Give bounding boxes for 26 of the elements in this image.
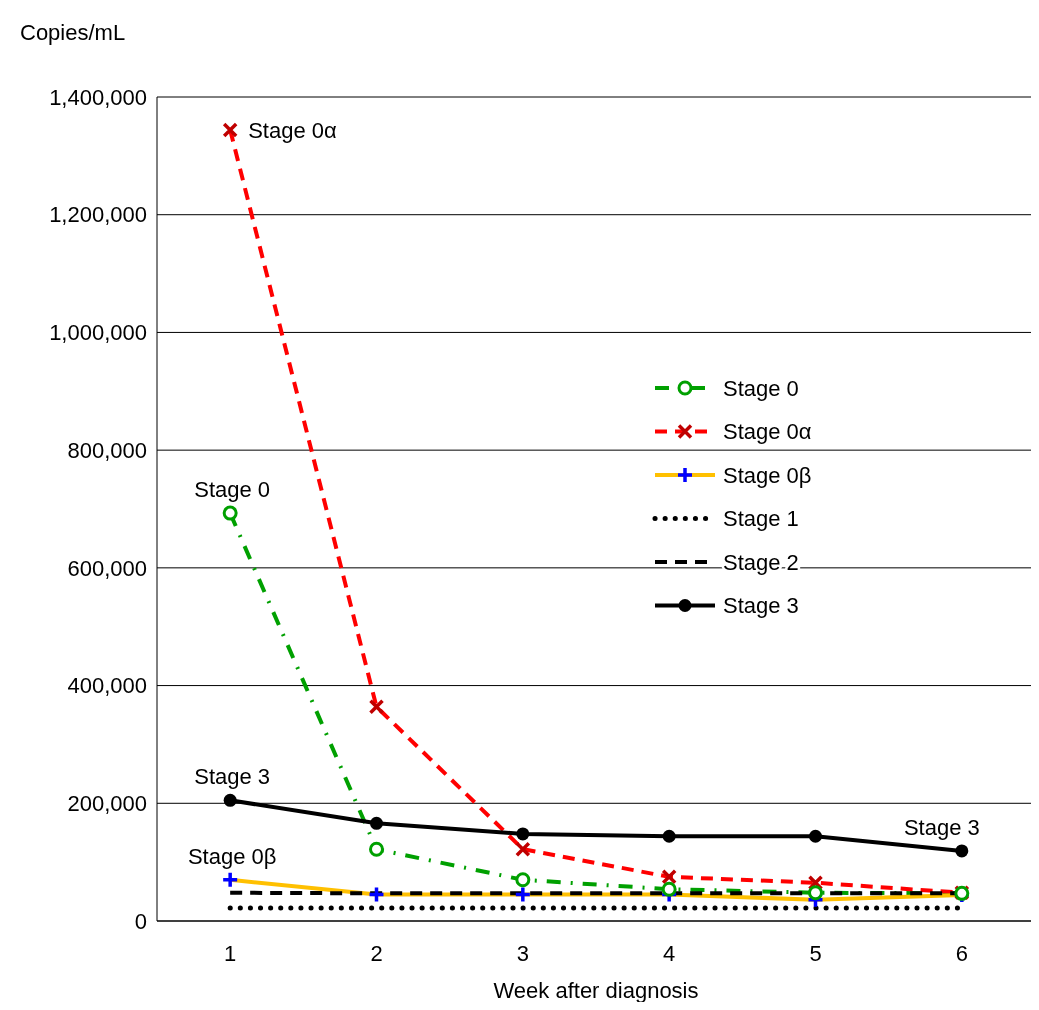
x-tick-label: 6 — [955, 941, 968, 966]
y-tick-label: 600,000 — [67, 555, 147, 581]
y-tick-label: 1,000,000 — [49, 320, 147, 346]
x-axis-title: Week after diagnosis — [493, 978, 699, 1003]
x-tick-label: 4 — [663, 941, 676, 966]
x-tick-label: 3 — [516, 941, 529, 966]
annotation: Stage 0 — [194, 477, 271, 503]
annotation: Stage 3 — [194, 764, 271, 790]
y-tick-label: 1,400,000 — [49, 84, 147, 110]
y-tick-label: 800,000 — [67, 437, 147, 463]
legend-label: Stage 0α — [723, 419, 812, 445]
x-tick-label: 2 — [370, 941, 383, 966]
x-tick-label: 5 — [809, 941, 822, 966]
y-tick-label: 1,200,000 — [49, 202, 147, 228]
y-tick-label: 200,000 — [67, 790, 147, 816]
y-tick-label: 400,000 — [67, 673, 147, 699]
legend-label: Stage 0β — [723, 462, 812, 488]
annotation: Stage 0α — [248, 117, 338, 143]
legend-label: Stage 1 — [723, 506, 799, 532]
annotation: Stage 0β — [187, 843, 277, 869]
legend-label: Stage 3 — [723, 593, 799, 619]
legend-label: Stage 0 — [723, 375, 799, 401]
y-tick-label: 0 — [134, 908, 147, 934]
annotation: Stage 3 — [903, 814, 980, 840]
y-axis-title: Copies/mL — [20, 20, 126, 45]
x-tick-label: 1 — [224, 941, 237, 966]
